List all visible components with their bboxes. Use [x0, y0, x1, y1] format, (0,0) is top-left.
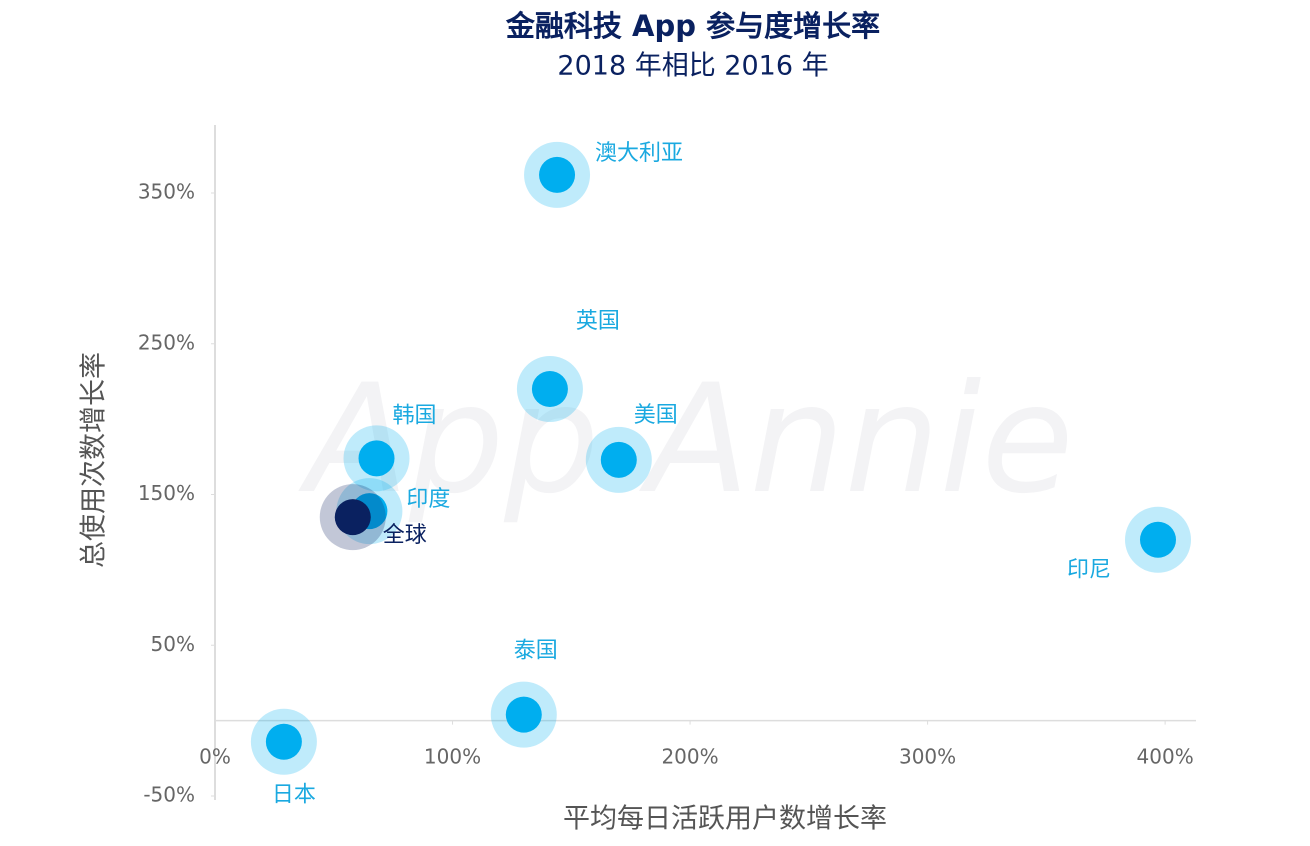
point-label: 澳大利亚: [595, 141, 683, 166]
point-label: 泰国: [514, 639, 558, 664]
point-label: 英国: [576, 309, 620, 334]
x-tick-label: 0%: [199, 745, 231, 769]
point-label: 印尼: [1067, 558, 1111, 583]
chart-title: 金融科技 App 参与度增长率: [505, 9, 880, 43]
x-tick-label: 400%: [1137, 745, 1194, 769]
y-tick-label: 150%: [138, 481, 195, 505]
x-tick-label: 300%: [899, 745, 956, 769]
point: [265, 723, 302, 760]
y-tick-label: 50%: [151, 632, 195, 656]
chart-subtitle: 2018 年相比 2016 年: [557, 51, 828, 82]
point: [531, 370, 568, 407]
point-label: 全球: [383, 523, 427, 548]
x-tick-label: 200%: [661, 745, 718, 769]
point: [1139, 521, 1176, 558]
y-tick-label: 350%: [138, 180, 195, 204]
point: [358, 440, 395, 477]
point: [334, 499, 371, 536]
point: [539, 156, 576, 193]
point: [600, 441, 637, 478]
point-label: 印度: [406, 487, 450, 512]
point-label: 日本: [272, 783, 316, 808]
y-axis-title: 总使用次数增长率: [79, 352, 110, 568]
point: [505, 696, 542, 733]
y-tick-label: -50%: [143, 783, 195, 807]
x-tick-label: 100%: [424, 745, 481, 769]
y-tick-label: 250%: [138, 330, 195, 354]
watermark: App Annie: [298, 353, 1073, 527]
point-label: 美国: [634, 403, 678, 428]
x-axis-title: 平均每日活跃用户数增长率: [563, 804, 887, 835]
point-label: 韩国: [393, 403, 437, 428]
